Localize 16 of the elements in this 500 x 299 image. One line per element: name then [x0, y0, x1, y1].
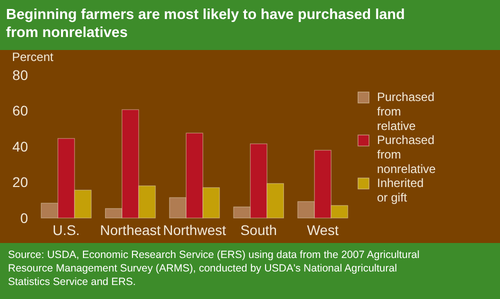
x-tick-label: Northwest	[162, 222, 226, 238]
x-tick-label: Northeast	[100, 222, 161, 238]
x-tick-label: U.S.	[52, 222, 80, 238]
source-note: Source: USDA, Economic Research Service (ERS) using data from the 2007 Agricultural Resource Management Survey (ARMS), conducted by USDA's National Agricultural Statistics Service and ERS.	[8, 249, 420, 288]
y-tick-label: 0	[20, 210, 28, 226]
legend-label: Purchased from relative	[377, 90, 434, 133]
y-tick-label: 20	[12, 174, 28, 190]
y-axis-title: Percent	[12, 50, 54, 64]
legend-label: Purchased from nonrelative	[377, 133, 436, 176]
y-tick-label: 80	[12, 66, 28, 83]
x-tick-label: South	[240, 222, 277, 238]
y-tick-label: 40	[12, 138, 28, 154]
y-tick-label: 60	[12, 102, 28, 119]
chart-title: Beginning farmers are most likely to have purchased land from nonrelatives	[6, 7, 405, 41]
x-tick-label: West	[306, 222, 339, 238]
legend-label: Inherited or gift	[377, 176, 424, 204]
